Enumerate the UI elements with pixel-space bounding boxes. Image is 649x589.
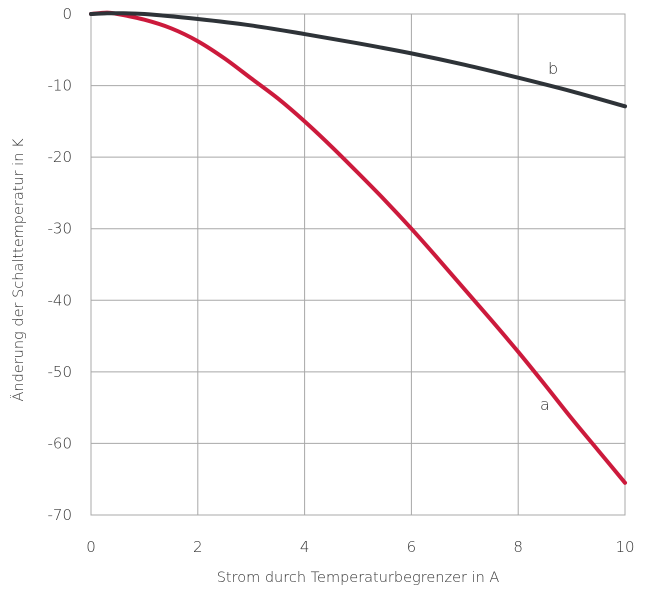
series-line-a [89, 10, 627, 485]
x-tick-label: 8 [513, 538, 523, 556]
x-tick-label: 10 [615, 538, 634, 556]
y-tick-label: -40 [48, 291, 73, 309]
x-axis-ticks: 0 2 4 6 8 10 [86, 538, 634, 556]
series-line-b [89, 11, 627, 109]
y-tick-label: 0 [62, 5, 72, 23]
x-axis-label: Strom durch Temperaturbegrenzer in A [217, 570, 500, 586]
plot-frame [90, 13, 626, 516]
grid [90, 13, 626, 516]
y-tick-label: -10 [48, 77, 73, 95]
series [89, 10, 627, 485]
y-tick-label: -50 [48, 363, 73, 381]
x-tick-label: 4 [300, 538, 310, 556]
series-label-b: b [548, 59, 558, 78]
y-tick-label: -70 [48, 506, 73, 524]
y-tick-label: -30 [48, 220, 73, 238]
x-tick-label: 2 [193, 538, 203, 556]
y-axis-ticks: 0 -10 -20 -30 -40 -50 -60 -70 [48, 5, 73, 524]
y-tick-label: -20 [48, 148, 73, 166]
series-label-a: a [540, 395, 550, 414]
y-axis-label: Änderung der Schalttemperatur in K [10, 138, 27, 402]
x-tick-label: 6 [407, 538, 417, 556]
x-tick-label: 0 [86, 538, 96, 556]
y-tick-label: -60 [48, 434, 73, 452]
